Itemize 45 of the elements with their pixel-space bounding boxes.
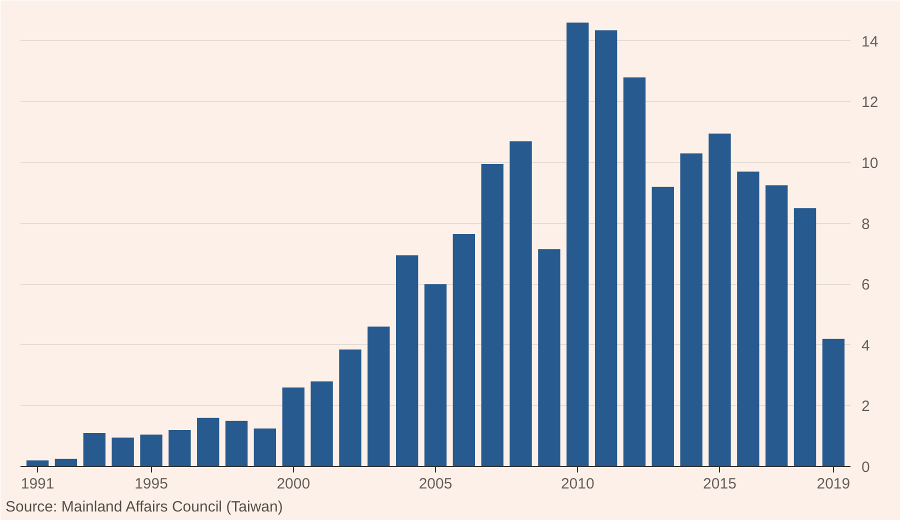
y-tick-label: 8 [862, 216, 870, 233]
bar [424, 284, 447, 466]
x-tick-label: 1991 [20, 476, 54, 492]
bar [197, 418, 220, 466]
bar [680, 153, 702, 466]
x-tick-label: 2010 [560, 476, 594, 492]
bar [310, 381, 333, 466]
bar [168, 430, 191, 466]
x-tick-label: 2019 [816, 476, 850, 492]
bar [282, 387, 304, 466]
x-tick-label: 2005 [418, 476, 452, 492]
bar [339, 349, 362, 466]
y-tick-label: 6 [862, 276, 870, 294]
y-tick-label: 10 [862, 155, 878, 172]
bar [26, 460, 49, 466]
bar [396, 255, 418, 466]
x-tick-label: 1995 [134, 476, 168, 492]
x-tick-label: 2000 [276, 476, 310, 492]
bar [140, 434, 162, 466]
x-tick-label: 2015 [703, 476, 736, 492]
y-tick-label: 4 [862, 337, 870, 354]
bar [822, 338, 845, 466]
bar [652, 186, 674, 466]
bar [254, 428, 276, 466]
bar [766, 185, 788, 466]
source-note: Source: Mainland Affairs Council (Taiwan) [6, 498, 283, 516]
bar [594, 30, 618, 466]
bar [54, 458, 78, 466]
bar [566, 22, 589, 466]
bar [83, 433, 106, 466]
bar [737, 172, 760, 466]
bar [510, 141, 532, 466]
y-tick-label: 14 [862, 33, 878, 50]
bar [452, 234, 476, 466]
y-tick-label: 2 [862, 398, 870, 416]
bar [794, 208, 816, 466]
bar [708, 134, 731, 466]
y-tick-label: 0 [862, 459, 870, 476]
bar [538, 249, 560, 466]
bar [225, 420, 248, 466]
bar [368, 326, 390, 466]
bar [623, 77, 646, 466]
bar [481, 164, 504, 466]
y-tick-label: 12 [862, 94, 878, 112]
bar [112, 438, 134, 466]
